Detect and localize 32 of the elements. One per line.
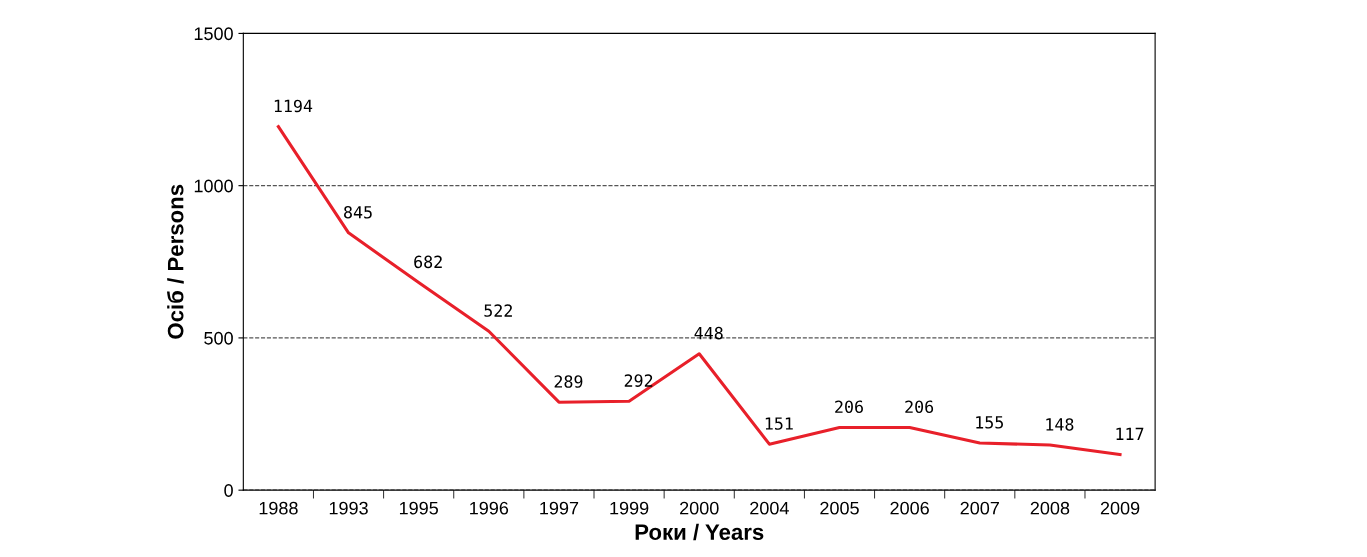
x-tick-label: 1997: [540, 501, 579, 515]
x-tick-label: 1993: [329, 501, 368, 515]
x-tick-label: 1996: [470, 501, 509, 515]
y-tick-label: 500: [204, 331, 233, 345]
x-tick-label: 2009: [1100, 501, 1140, 515]
data-label: 155: [976, 416, 1003, 429]
data-label: 206: [835, 400, 863, 414]
y-tick-label: 0: [224, 484, 233, 497]
x-tick-label: 2007: [960, 501, 999, 515]
x-axis-title: Роки / Years: [635, 523, 764, 541]
x-tick-label: 2000: [680, 501, 719, 515]
data-label: 1194: [274, 99, 313, 113]
data-label: 117: [1116, 427, 1144, 440]
y-tick-label: 1500: [194, 27, 233, 41]
x-tick-label: 2005: [820, 501, 859, 515]
data-label: 845: [344, 205, 372, 219]
x-tick-label: 2008: [1030, 501, 1070, 515]
y-axis-title: Осіб / Persons: [166, 184, 184, 339]
data-label: 206: [905, 400, 934, 414]
data-label: 151: [765, 417, 793, 430]
x-tick-label: 2004: [750, 501, 789, 515]
y-tick-label: 1000: [194, 179, 233, 193]
data-label: 448: [694, 326, 723, 340]
x-tick-label: 2006: [890, 501, 929, 515]
data-label: 292: [624, 374, 653, 387]
data-label: 289: [554, 375, 583, 388]
data-label: 682: [414, 255, 442, 269]
data-label: 522: [484, 304, 512, 317]
data-label: 148: [1046, 418, 1074, 431]
x-tick-label: 1988: [259, 501, 298, 515]
x-tick-label: 1995: [399, 501, 438, 515]
x-tick-label: 1999: [610, 501, 649, 515]
